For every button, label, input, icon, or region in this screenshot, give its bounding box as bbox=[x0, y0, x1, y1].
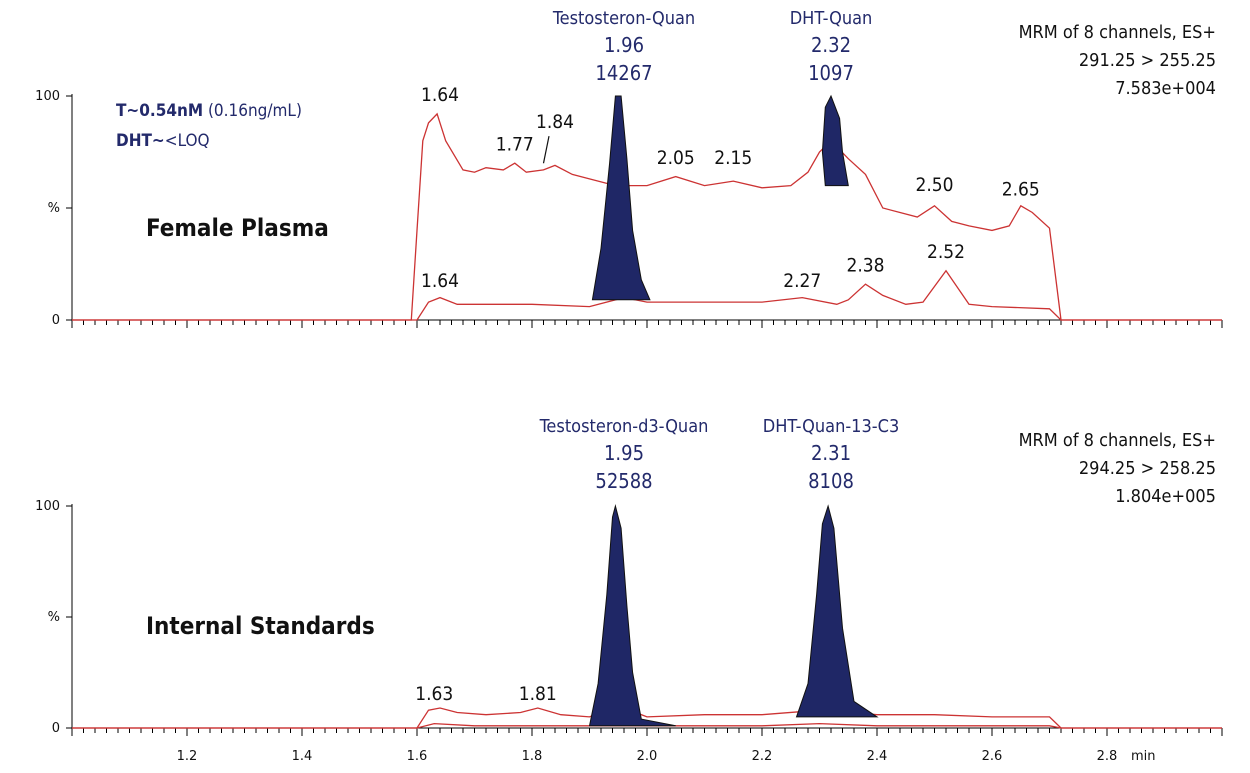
integrated-peak-2 bbox=[795, 504, 879, 718]
x-tick-label: 1.6 bbox=[407, 749, 428, 764]
peak-area-label: 14267 bbox=[595, 61, 652, 85]
sample-label: Internal Standards bbox=[146, 612, 375, 640]
y-tick-label: 100 bbox=[35, 89, 60, 104]
x-tick-label: 1.2 bbox=[177, 749, 198, 764]
rt-label: 1.64 bbox=[421, 270, 459, 292]
peak-name-label: DHT-Quan-13-C3 bbox=[763, 416, 900, 437]
integrated-peak-2 bbox=[821, 94, 849, 187]
peak-area-label: 52588 bbox=[595, 469, 652, 493]
x-tick-label: 2.8 bbox=[1097, 749, 1118, 764]
peak-rt-label: 1.96 bbox=[604, 33, 644, 57]
channel-info-line: MRM of 8 channels, ES+ bbox=[1019, 22, 1216, 43]
top-panel: 100% 0 1.64 1.771.84 2.05 2.15 2.50 2.65 1.64 2.2… bbox=[35, 8, 1223, 328]
rt-label: 2.05 bbox=[657, 147, 695, 169]
sample-label: Female Plasma bbox=[146, 214, 329, 242]
x-tick-label: 1.4 bbox=[292, 749, 313, 764]
peak-name-label: DHT-Quan bbox=[790, 8, 873, 29]
rt-label: 2.27 bbox=[783, 270, 821, 292]
trace-line-2 bbox=[72, 269, 1222, 321]
channel-info-line: 1.804e+005 bbox=[1115, 486, 1216, 507]
peak-area-label: 8108 bbox=[808, 469, 854, 493]
testosterone-conc-note: T~0.54nM (0.16ng/mL) bbox=[116, 101, 302, 121]
bottom-panel: 100% 0 1.63 1.81 Testosteron-d3-Quan 1.95 5258… bbox=[35, 416, 1223, 736]
peak-rt-label: 2.31 bbox=[811, 441, 851, 465]
y-tick-label: 100 bbox=[35, 499, 60, 514]
peak-rt-label: 2.32 bbox=[811, 33, 851, 57]
x-tick-label: 2.6 bbox=[982, 749, 1003, 764]
x-axis-labels: 1.2 1.4 1.6 1.8 2.0 2.2 2.4 2.6 2.8 min bbox=[177, 749, 1156, 764]
rt-label: 1.81 bbox=[519, 683, 557, 705]
channel-info-line: 294.25 > 258.25 bbox=[1079, 458, 1216, 479]
channel-info-line: 291.25 > 255.25 bbox=[1079, 50, 1216, 71]
integrated-peak-1 bbox=[588, 504, 676, 727]
trace-line-1 bbox=[72, 112, 1222, 321]
y-tick-label: 0 bbox=[52, 313, 60, 328]
rt-label: 1.84 bbox=[536, 111, 574, 133]
y-tick-label: % bbox=[48, 201, 60, 216]
rt-label: 2.52 bbox=[927, 241, 965, 263]
label-leader-line bbox=[542, 135, 550, 164]
rt-label: 2.38 bbox=[846, 254, 884, 276]
rt-label: 2.65 bbox=[1002, 178, 1040, 200]
x-tick-label: 2.0 bbox=[637, 749, 658, 764]
trace-line-2 bbox=[72, 722, 1222, 729]
x-axis-unit: min bbox=[1131, 749, 1156, 764]
rt-label: 1.63 bbox=[415, 683, 453, 705]
x-tick-label: 2.4 bbox=[867, 749, 888, 764]
channel-info-line: 7.583e+004 bbox=[1115, 78, 1216, 99]
rt-label: 1.64 bbox=[421, 84, 459, 106]
x-tick-label: 1.8 bbox=[522, 749, 543, 764]
peak-name-label: Testosteron-Quan bbox=[552, 8, 695, 29]
x-tick-label: 2.2 bbox=[752, 749, 773, 764]
rt-label: 2.50 bbox=[915, 174, 953, 196]
rt-label: 1.77 bbox=[496, 133, 534, 155]
integrated-peak-1 bbox=[591, 95, 651, 301]
dht-conc-note: DHT~<LOQ bbox=[116, 131, 210, 151]
rt-label: 2.15 bbox=[714, 147, 752, 169]
y-tick-label: % bbox=[48, 610, 60, 625]
peak-area-label: 1097 bbox=[808, 61, 854, 85]
y-tick-label: 0 bbox=[52, 721, 60, 736]
channel-info-line: MRM of 8 channels, ES+ bbox=[1019, 430, 1216, 451]
peak-rt-label: 1.95 bbox=[604, 441, 644, 465]
peak-name-label: Testosteron-d3-Quan bbox=[539, 416, 709, 437]
